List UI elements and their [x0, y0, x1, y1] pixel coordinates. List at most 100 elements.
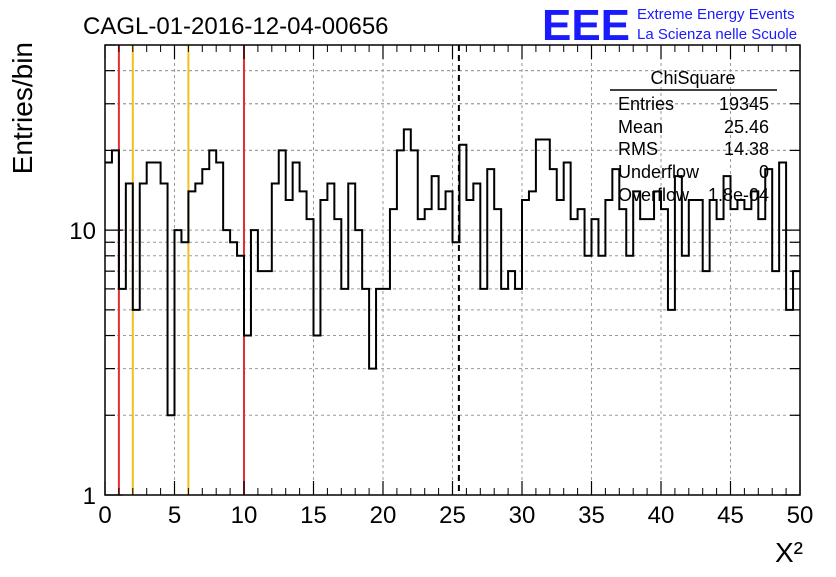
histogram-bin	[619, 209, 626, 495]
grid	[105, 44, 800, 495]
histogram-bin	[251, 230, 258, 495]
histogram-bin	[265, 271, 272, 495]
stats-value-mean: 25.46	[724, 117, 769, 137]
x-tick-label: 35	[578, 502, 605, 529]
histogram-bin	[168, 415, 175, 495]
histogram-bin	[404, 129, 411, 495]
histogram-bin	[529, 191, 536, 495]
stats-box: ChiSquare Entries 19345 Mean 25.46 RMS 1…	[610, 68, 777, 205]
histogram-bin	[598, 256, 605, 495]
histogram-bin	[543, 139, 550, 495]
histogram-bin	[418, 219, 425, 495]
histogram-bin	[154, 163, 161, 495]
axis-ticks	[104, 44, 801, 496]
histogram-bin	[355, 230, 362, 495]
x-tick-label: 25	[439, 502, 466, 529]
histogram-bin	[508, 271, 515, 495]
histogram-bin	[175, 230, 182, 495]
histogram-bin	[425, 209, 432, 495]
histogram-bin	[626, 256, 633, 495]
x-tick-label: 10	[231, 502, 258, 529]
stats-value-rms: 14.38	[724, 139, 769, 159]
histogram-bin	[446, 191, 453, 495]
histogram-bin	[765, 169, 772, 495]
histogram-bin	[411, 150, 418, 495]
histogram-bin	[188, 191, 195, 495]
stats-label-mean: Mean	[618, 117, 663, 137]
histogram-bin	[550, 169, 557, 495]
histogram-bin	[133, 310, 140, 495]
histogram-bin	[585, 256, 592, 495]
histogram-bin	[487, 169, 494, 495]
x-tick-label: 0	[98, 502, 111, 529]
histogram-bin	[605, 200, 612, 495]
histogram-bin	[494, 209, 501, 495]
histogram-bin	[105, 163, 112, 495]
histogram-bin	[202, 169, 209, 495]
histogram-bin	[147, 163, 154, 495]
x-tick-label: 45	[717, 502, 744, 529]
axis-labels: 0 5 10 15 20 25 30 35 40 45 50 1 10	[69, 218, 813, 529]
histogram-bin	[772, 271, 779, 495]
histogram-bin	[571, 219, 578, 495]
histogram-bin	[717, 219, 724, 495]
chart-title: CAGL-01-2016-12-04-00656	[83, 13, 389, 40]
histogram-bin	[793, 271, 800, 495]
histogram-bin	[501, 289, 508, 495]
histogram-bin	[286, 200, 293, 495]
histogram-bin	[300, 191, 307, 495]
histogram-bin	[612, 169, 619, 495]
histogram-bin	[703, 271, 710, 495]
histogram-bin	[320, 200, 327, 495]
histogram-bin	[647, 219, 654, 495]
histogram-bin	[633, 191, 640, 495]
histogram-bin	[258, 271, 265, 495]
histogram-bin	[480, 289, 487, 495]
histogram-bin	[362, 289, 369, 495]
histogram-bin	[341, 289, 348, 495]
histogram-bin	[564, 163, 571, 495]
histogram-bin	[237, 256, 244, 495]
histogram-bin	[557, 200, 564, 495]
histogram-bin	[293, 163, 300, 495]
histogram-bin	[397, 150, 404, 495]
histogram-bin	[209, 150, 216, 495]
y-tick-label: 1	[83, 483, 96, 510]
histogram-bin	[439, 209, 446, 495]
x-tick-label: 30	[509, 502, 536, 529]
stats-label-rms: RMS	[618, 139, 658, 159]
stats-title: ChiSquare	[650, 68, 735, 88]
histogram-bin	[682, 256, 689, 495]
stats-value-underflow: 0	[759, 162, 769, 182]
histogram-bin	[307, 219, 314, 495]
histogram-bin	[744, 209, 751, 495]
x-tick-label: 40	[648, 502, 675, 529]
stats-label-overflow: Overflow	[618, 185, 690, 205]
stats-value-overflow: 1.8e-04	[708, 185, 769, 205]
histogram-bin	[779, 163, 786, 495]
histogram-bin	[578, 209, 585, 495]
histogram-bin	[592, 219, 599, 495]
eee-logo: EEE Extreme Energy Events La Scienza nel…	[542, 1, 797, 50]
histogram-bin	[661, 209, 668, 495]
histogram-bin	[279, 150, 286, 495]
histogram-bin	[751, 191, 758, 495]
histogram-bin	[668, 310, 675, 495]
histogram-bin	[112, 150, 119, 495]
histogram-bin	[522, 200, 529, 495]
y-axis-label: Entries/bin	[7, 42, 38, 174]
histogram-bin	[459, 145, 466, 495]
logo-line2: La Scienza nelle Scuole	[637, 26, 797, 43]
stats-label-entries: Entries	[618, 94, 674, 114]
histogram-bin	[369, 369, 376, 495]
y-tick-label: 10	[69, 218, 96, 245]
histogram-bin	[216, 163, 223, 495]
histogram-bin	[710, 200, 717, 495]
x-tick-label: 5	[168, 502, 181, 529]
logo-line1: Extreme Energy Events	[637, 6, 795, 23]
histogram-bin	[334, 219, 341, 495]
x-axis-label: X²	[775, 537, 803, 568]
histogram-bin	[466, 200, 473, 495]
stats-label-underflow: Underflow	[618, 162, 700, 182]
